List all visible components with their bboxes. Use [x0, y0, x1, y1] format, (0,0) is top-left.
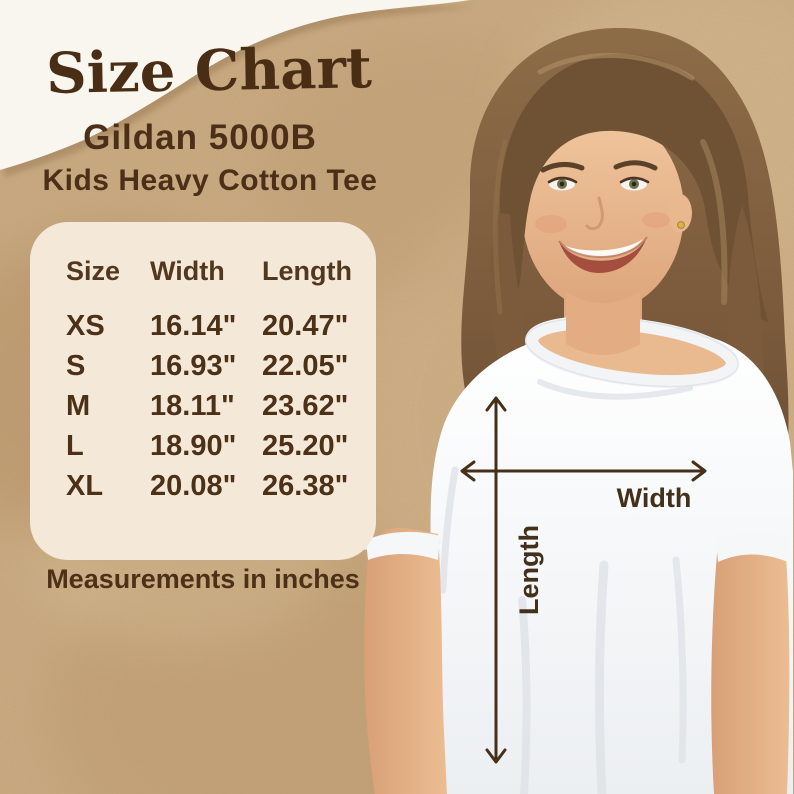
cell-length: 25.20" — [262, 430, 349, 462]
torn-paper-corner — [0, 0, 474, 177]
table-row-m: M 18.11" 23.62" — [66, 391, 376, 421]
smile — [558, 236, 648, 273]
table-row-s: S 16.93" 22.05" — [66, 351, 376, 381]
eyes — [540, 160, 658, 191]
size-table-header-row: Size Width Length — [66, 256, 376, 287]
cell-width: 18.90" — [150, 430, 237, 462]
cell-length: 23.62" — [262, 390, 349, 422]
right-arm — [711, 535, 790, 794]
cell-length: 22.05" — [262, 350, 349, 382]
cell-size: M — [66, 390, 91, 422]
measurement-arrows — [460, 396, 707, 764]
cell-size: L — [66, 430, 84, 462]
table-row-l: L 18.90" 25.20" — [66, 431, 376, 461]
table-row-xl: XL 20.08" 26.38" — [66, 471, 376, 501]
cell-size: XS — [66, 310, 105, 342]
tee-shirt — [430, 330, 793, 794]
left-arm — [364, 527, 447, 794]
width-arrow-label: Width — [616, 483, 692, 513]
width-arrow — [460, 460, 707, 482]
table-row-xs: XS 16.14" 20.47" — [66, 311, 376, 341]
cell-length: 20.47" — [262, 310, 349, 342]
girl-photo — [362, 27, 793, 794]
cell-length: 26.38" — [262, 470, 349, 502]
col-header-length: Length — [262, 256, 352, 286]
product-description: Kids Heavy Cotton Tee — [42, 164, 378, 197]
earring-stud — [677, 221, 685, 229]
length-arrow — [485, 396, 507, 764]
hair-fringe — [499, 53, 768, 322]
product-name: Gildan 5000B — [83, 118, 317, 157]
page-title: Size Chart — [45, 35, 373, 107]
cell-size: XL — [66, 470, 104, 502]
measurement-note: Measurements in inches — [46, 564, 360, 594]
cell-width: 18.11" — [150, 390, 235, 422]
cell-size: S — [66, 350, 86, 382]
size-table-card: Size Width Length XS 16.14" 20.47" S 16.… — [30, 222, 376, 560]
cell-width: 20.08" — [150, 470, 237, 502]
col-header-size: Size — [66, 256, 121, 286]
col-header-width: Width — [150, 256, 225, 286]
cell-width: 16.93" — [150, 350, 237, 382]
cell-width: 16.14" — [150, 310, 237, 342]
